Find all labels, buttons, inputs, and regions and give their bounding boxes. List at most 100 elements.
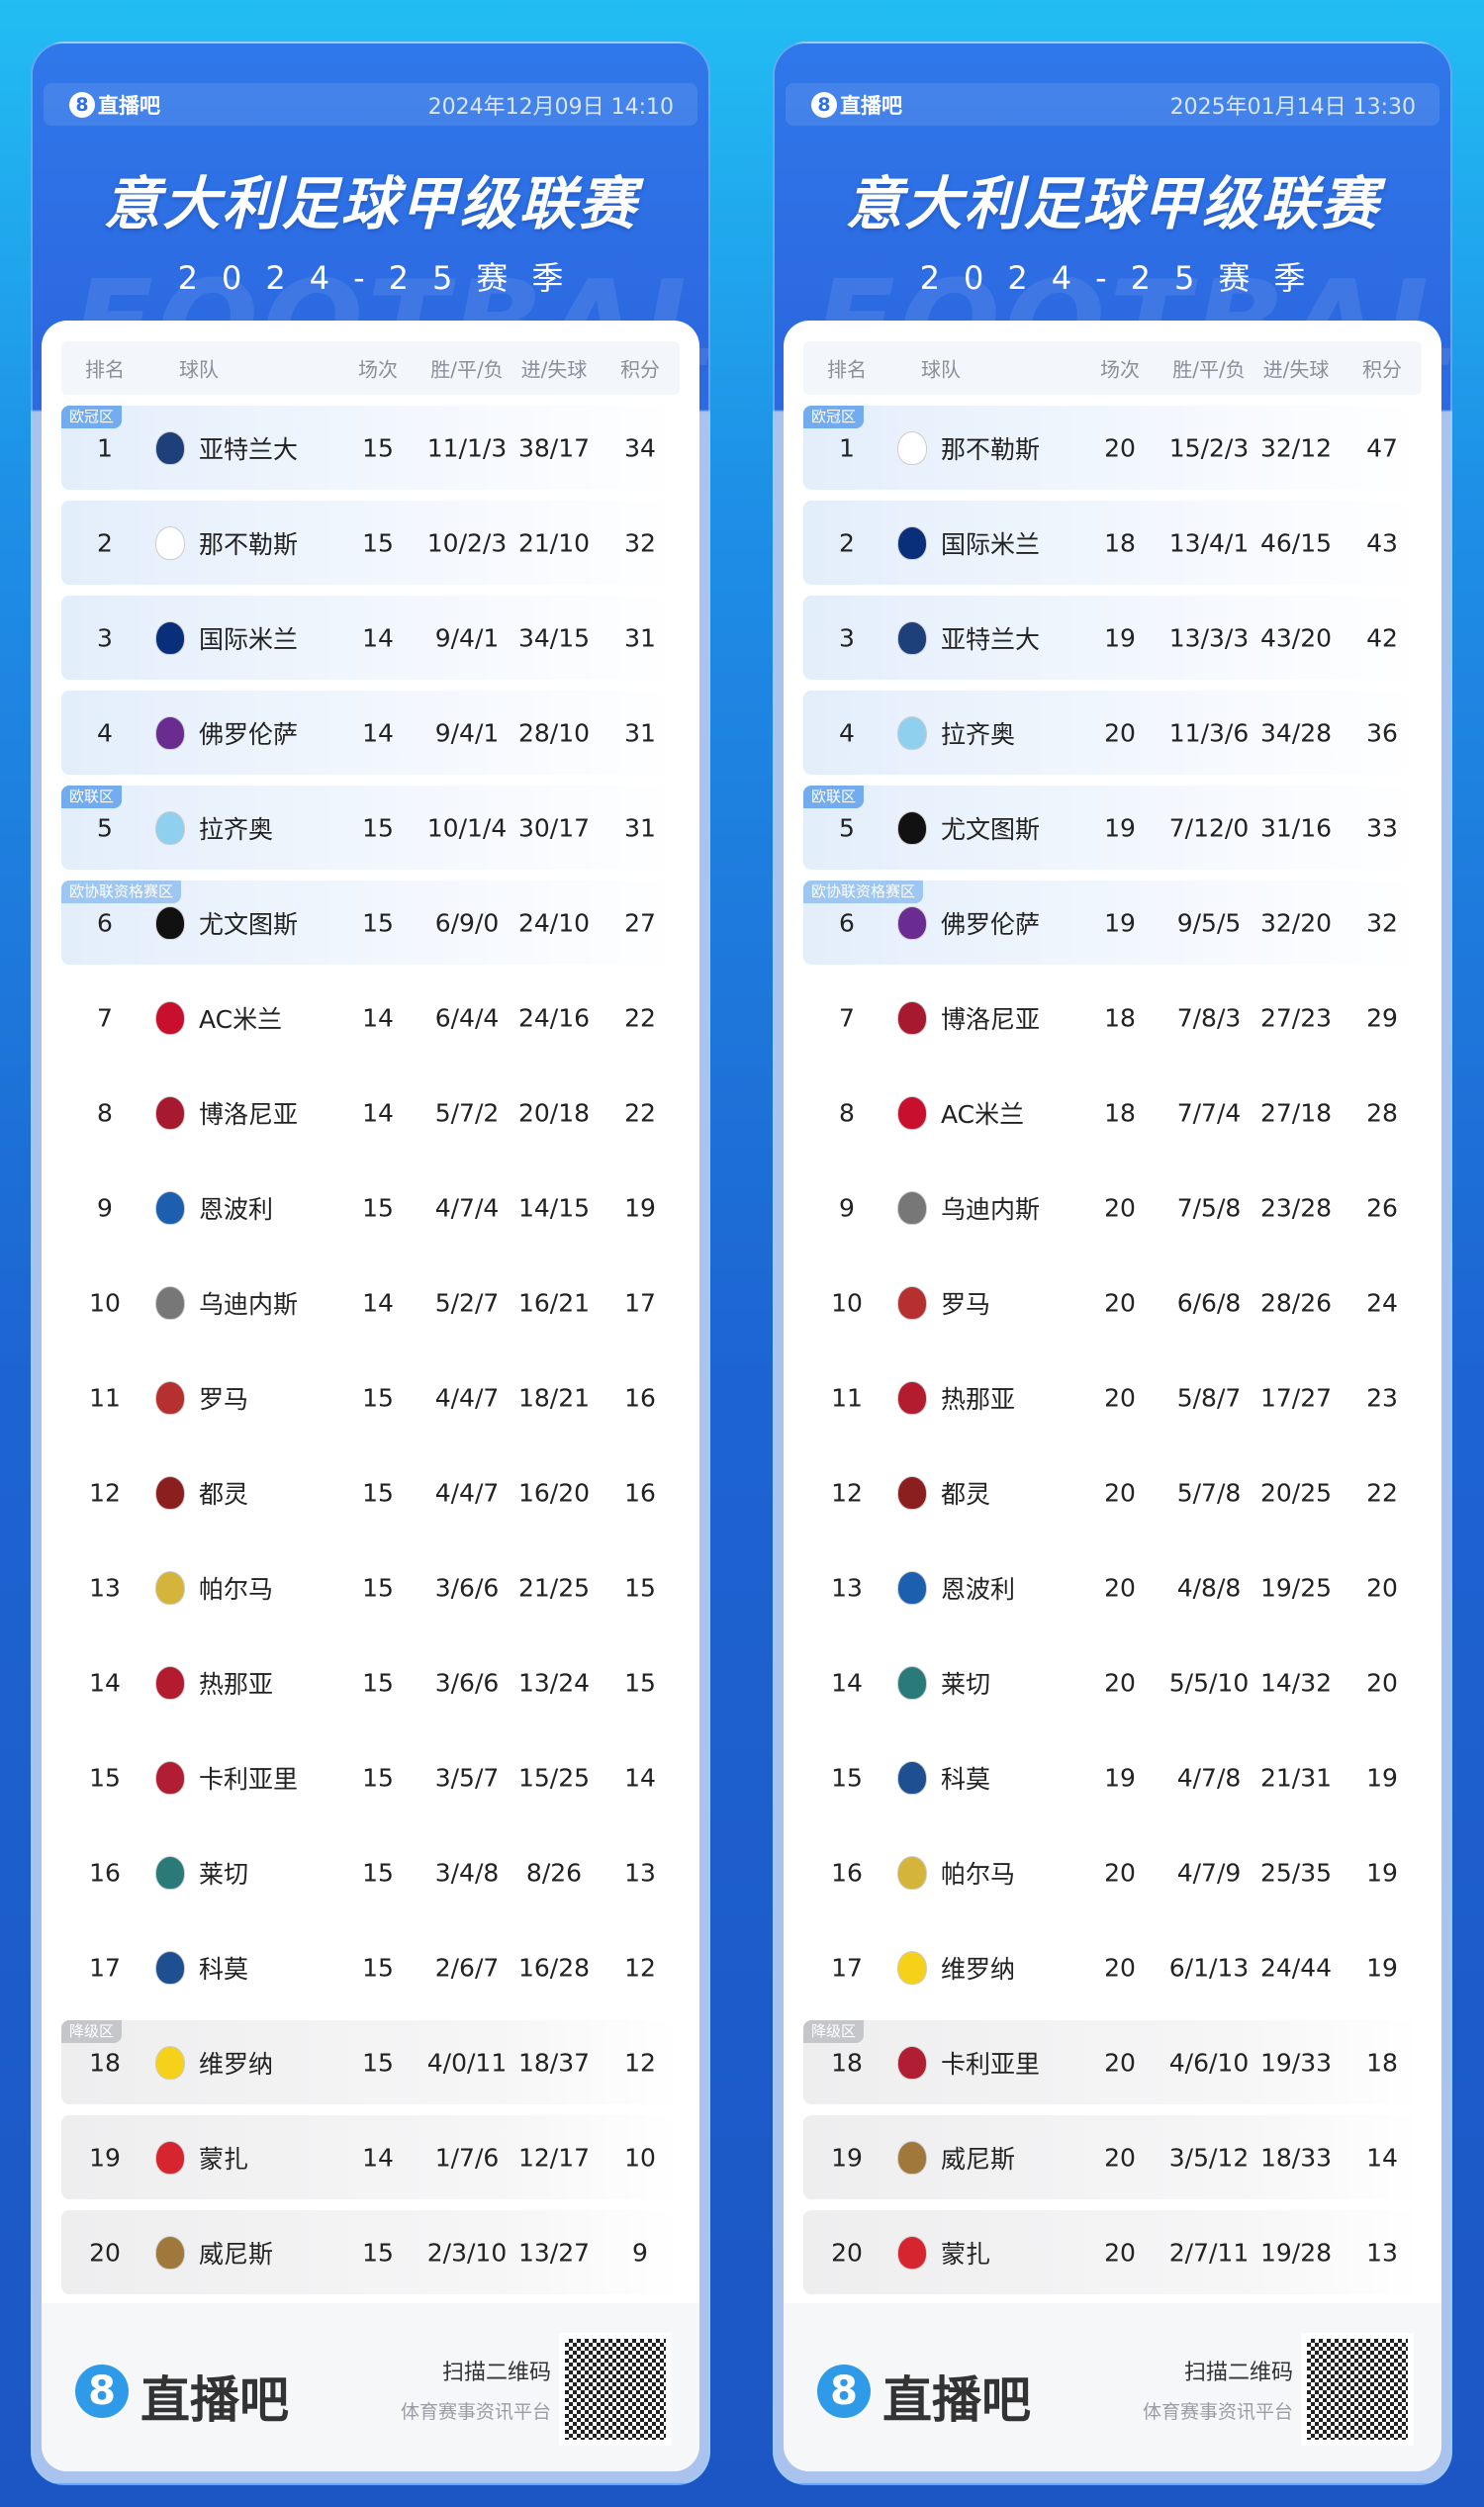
team-logo-icon [155,1000,185,1035]
brand-name: 直播吧 [98,93,160,118]
table-row[interactable]: 2 国际米兰 18 13/4/1 46/15 43 [803,501,1422,585]
team-logo-icon [155,1475,185,1510]
table-row[interactable]: 9 恩波利 15 4/7/4 14/15 19 [61,1165,680,1250]
goals-cell: 25/35 [1259,1858,1333,1887]
team-name: 恩波利 [199,1194,274,1224]
goals-cell: 30/17 [517,813,591,842]
brand-logo: 8 直播吧 [69,90,160,120]
table-row[interactable]: 17 维罗纳 20 6/1/13 24/44 19 [803,1925,1422,2009]
header-team: 球队 [179,357,219,382]
played-cell: 20 [1104,1953,1136,1982]
table-row[interactable]: 11 罗马 15 4/4/7 18/21 16 [61,1355,680,1439]
team-logo-icon [897,1095,927,1130]
wdl-cell: 11/1/3 [426,433,508,462]
table-row[interactable]: 19 蒙扎 14 1/7/6 12/17 10 [61,2115,680,2199]
played-cell: 20 [1104,1193,1136,1222]
table-row[interactable]: 16 莱切 15 3/4/8 8/26 13 [61,1830,680,1914]
table-row[interactable]: 15 科莫 19 4/7/8 21/31 19 [803,1735,1422,1819]
goals-cell: 21/25 [517,1573,591,1602]
table-row[interactable]: 降级区 18 卡利亚里 20 4/6/10 19/33 18 [803,2020,1422,2104]
wdl-cell: 4/6/10 [1168,2048,1250,2077]
rank-cell: 2 [97,528,113,557]
table-row[interactable]: 13 恩波利 20 4/8/8 19/25 20 [803,1545,1422,1629]
table-row[interactable]: 8 博洛尼亚 14 5/7/2 20/18 22 [61,1070,680,1155]
header-goals: 进/失球 [1262,357,1330,382]
played-cell: 15 [362,433,394,462]
footer: 8 直播吧 扫描二维码 体育赛事资讯平台 [42,2303,699,2471]
team-name: 拉齐奥 [941,719,1016,749]
played-cell: 18 [1104,528,1136,557]
table-row[interactable]: 12 都灵 20 5/7/8 20/25 22 [803,1450,1422,1534]
table-row[interactable]: 3 亚特兰大 19 13/3/3 43/20 42 [803,596,1422,680]
page-title: 意大利足球甲级联赛 [845,170,1380,237]
qr-code-icon[interactable] [559,2333,672,2446]
team-name: 都灵 [941,1479,991,1509]
brand-8-icon: 8 [817,2365,871,2418]
rank-cell: 17 [831,1953,863,1982]
table-row[interactable]: 欧冠区 1 那不勒斯 20 15/2/3 32/12 47 [803,406,1422,490]
table-row[interactable]: 3 国际米兰 14 9/4/1 34/15 31 [61,596,680,680]
qr-code-icon[interactable] [1301,2333,1414,2446]
table-row[interactable]: 14 热那亚 15 3/6/6 13/24 15 [61,1640,680,1724]
table-row[interactable]: 欧联区 5 拉齐奥 15 10/1/4 30/17 31 [61,786,680,870]
goals-cell: 15/25 [517,1763,591,1792]
table-row[interactable]: 2 那不勒斯 15 10/2/3 21/10 32 [61,501,680,585]
table-row[interactable]: 7 博洛尼亚 18 7/8/3 27/23 29 [803,975,1422,1060]
team-logo-icon [897,905,927,940]
table-row[interactable]: 4 拉齐奥 20 11/3/6 34/28 36 [803,691,1422,775]
team-logo-icon [897,430,927,465]
table-row[interactable]: 欧协联资格赛区 6 尤文图斯 15 6/9/0 24/10 27 [61,881,680,965]
table-row[interactable]: 15 卡利亚里 15 3/5/7 15/25 14 [61,1735,680,1819]
goals-cell: 14/15 [517,1193,591,1222]
table-row[interactable]: 7 AC米兰 14 6/4/4 24/16 22 [61,975,680,1060]
table-row[interactable]: 10 乌迪内斯 14 5/2/7 16/21 17 [61,1260,680,1345]
team-logo-icon [897,525,927,560]
zone-tag-ucl: 欧冠区 [61,406,123,428]
team-logo-icon [897,715,927,750]
table-row[interactable]: 17 科莫 15 2/6/7 16/28 12 [61,1925,680,2009]
goals-cell: 28/10 [517,718,591,747]
season-label: 2024-25赛季 [919,259,1330,297]
table-row[interactable]: 欧冠区 1 亚特兰大 15 11/1/3 38/17 34 [61,406,680,490]
points-cell: 27 [624,908,656,937]
table-row[interactable]: 20 威尼斯 15 2/3/10 13/27 9 [61,2210,680,2294]
goals-cell: 13/24 [517,1668,591,1697]
points-cell: 22 [624,1003,656,1032]
played-cell: 19 [1104,623,1136,652]
season-label: 2024-25赛季 [177,259,588,297]
points-cell: 12 [624,1953,656,1982]
table-row[interactable]: 13 帕尔马 15 3/6/6 21/25 15 [61,1545,680,1629]
team-name: 卡利亚里 [199,1764,299,1794]
rank-cell: 13 [89,1573,121,1602]
rank-cell: 3 [97,623,113,652]
table-row[interactable]: 欧协联资格赛区 6 佛罗伦萨 19 9/5/5 32/20 32 [803,881,1422,965]
table-row[interactable]: 降级区 18 维罗纳 15 4/0/11 18/37 12 [61,2020,680,2104]
table-row[interactable]: 20 蒙扎 20 2/7/11 19/28 13 [803,2210,1422,2294]
team-logo-icon [897,1475,927,1510]
table-row[interactable]: 8 AC米兰 18 7/7/4 27/18 28 [803,1070,1422,1155]
points-cell: 32 [624,528,656,557]
table-row[interactable]: 欧联区 5 尤文图斯 19 7/12/0 31/16 33 [803,786,1422,870]
played-cell: 14 [362,1098,394,1127]
table-row[interactable]: 12 都灵 15 4/4/7 16/20 16 [61,1450,680,1534]
played-cell: 18 [1104,1003,1136,1032]
table-row[interactable]: 11 热那亚 20 5/8/7 17/27 23 [803,1355,1422,1439]
played-cell: 20 [1104,1288,1136,1317]
goals-cell: 16/28 [517,1953,591,1982]
wdl-cell: 5/8/7 [1176,1383,1242,1412]
table-row[interactable]: 19 威尼斯 20 3/5/12 18/33 14 [803,2115,1422,2199]
played-cell: 20 [1104,2143,1136,2172]
team-logo-icon [155,1855,185,1890]
table-row[interactable]: 4 佛罗伦萨 14 9/4/1 28/10 31 [61,691,680,775]
goals-cell: 21/10 [517,528,591,557]
played-cell: 15 [362,1478,394,1507]
team-logo-icon [155,1570,185,1605]
wdl-cell: 2/7/11 [1168,2238,1250,2267]
table-row[interactable]: 16 帕尔马 20 4/7/9 25/35 19 [803,1830,1422,1914]
table-row[interactable]: 10 罗马 20 6/6/8 28/26 24 [803,1260,1422,1345]
goals-cell: 18/21 [517,1383,591,1412]
table-row[interactable]: 14 莱切 20 5/5/10 14/32 20 [803,1640,1422,1724]
played-cell: 19 [1104,908,1136,937]
points-cell: 29 [1366,1003,1398,1032]
table-row[interactable]: 9 乌迪内斯 20 7/5/8 23/28 26 [803,1165,1422,1250]
